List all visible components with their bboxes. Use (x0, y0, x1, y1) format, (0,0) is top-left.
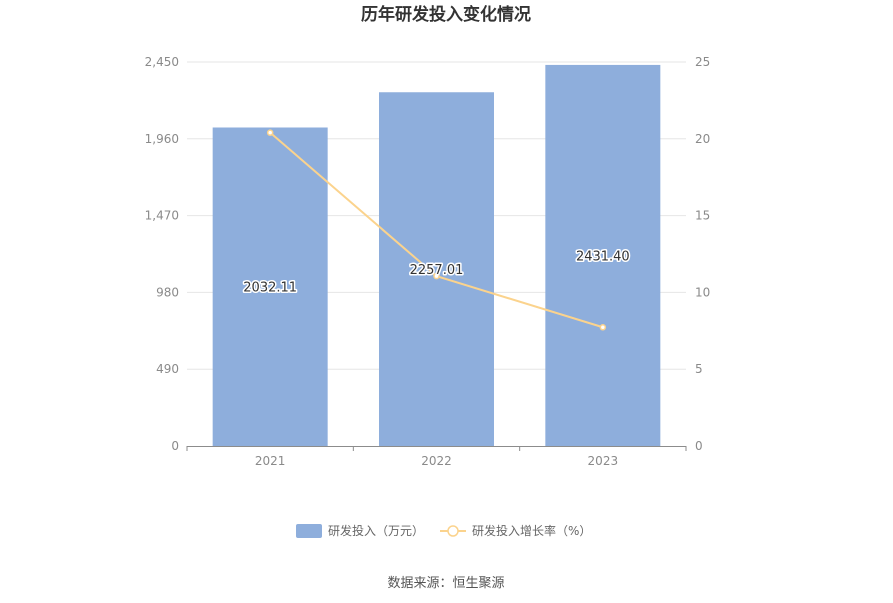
y-right-tick-label: 20 (695, 132, 710, 146)
bar-value-label: 2257.01 (410, 263, 464, 278)
y-left-tick-label: 2,450 (145, 55, 179, 69)
legend-swatch-marker (447, 525, 459, 537)
y-right-tick-label: 15 (695, 209, 710, 223)
bar-value-label: 2032.11 (243, 281, 297, 296)
x-tick-label: 2023 (588, 454, 619, 468)
legend-label: 研发投入增长率（%） (472, 523, 591, 538)
line-point (266, 129, 274, 136)
source-note: 数据来源：恒生聚源 (387, 576, 504, 591)
y-left-tick-label: 490 (156, 362, 179, 376)
bar-series (212, 64, 661, 446)
y-left-tick-label: 980 (156, 285, 179, 299)
y-right-tick-label: 5 (695, 362, 703, 376)
x-tick-label: 2021 (255, 454, 286, 468)
bar (545, 64, 661, 446)
y-right-tick-label: 25 (695, 55, 710, 69)
y-left-tick-label: 1,960 (145, 132, 179, 146)
bar (379, 92, 494, 446)
legend-label: 研发投入（万元） (328, 523, 424, 538)
y-left-tick-label: 0 (171, 439, 179, 453)
y-right-tick-label: 10 (695, 285, 710, 299)
bar (212, 127, 328, 446)
line-point (599, 324, 607, 331)
chart-title: 历年研发投入变化情况 (361, 4, 531, 25)
legend[interactable]: 研发投入（万元） 研发投入增长率（%） (296, 523, 591, 538)
x-tick-label: 2022 (421, 454, 452, 468)
y-left-tick-label: 1,470 (145, 209, 179, 223)
axes: 0 490 980 1,470 1,960 2,450 0 5 10 15 20 25 2021 2022… (145, 55, 711, 468)
bar-value-label: 2431.40 (576, 249, 630, 264)
line-series (266, 129, 607, 331)
line-point (433, 272, 440, 280)
legend-swatch-bar (296, 524, 322, 538)
data-labels: 2032.11 2257.01 2431.40 (242, 248, 631, 297)
y-right-tick-label: 0 (695, 439, 703, 453)
